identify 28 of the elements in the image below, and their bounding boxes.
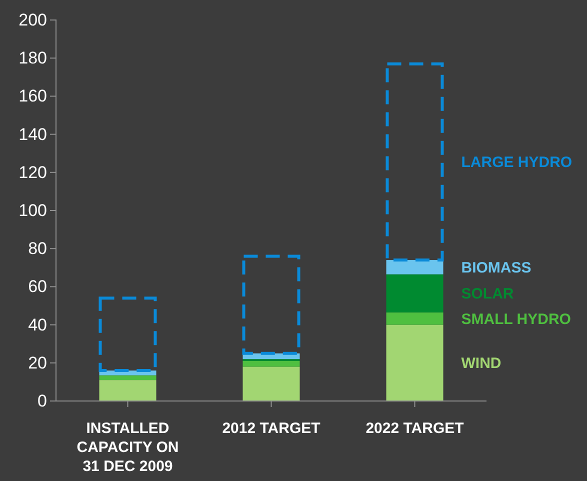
bar [386, 274, 444, 312]
series-label: BIOMASS [461, 259, 532, 276]
bar [242, 360, 300, 367]
series-label: SMALL HYDRO [461, 310, 572, 328]
series-label: WIND [461, 355, 502, 372]
y-tick-label: 0 [38, 391, 47, 410]
x-tick-label: 2012 TARGET [222, 420, 320, 437]
bar [99, 375, 156, 380]
y-tick-label: 20 [28, 353, 47, 372]
bar [386, 324, 444, 401]
bar [386, 260, 444, 274]
bar [242, 254, 300, 355]
x-tick-label: INSTALLED CAPACITY ON 31 DEC 2009 [76, 420, 179, 475]
y-tick-label: 60 [28, 277, 47, 296]
y-tick-label: 80 [28, 239, 47, 258]
y-tick-label: 200 [18, 10, 47, 30]
y-tick-label: 120 [18, 162, 47, 182]
y-tick-label: 180 [18, 48, 47, 68]
y-tick-label: 100 [18, 200, 47, 220]
bar [242, 366, 300, 401]
y-tick-label: 40 [28, 315, 47, 334]
y-tick-label: 140 [18, 124, 47, 144]
series-label: SOLAR [461, 286, 514, 303]
bar [99, 380, 156, 401]
series-label: LARGE HYDRO [461, 154, 572, 172]
bar [386, 312, 444, 325]
x-tick-label: 2022 TARGET [366, 420, 464, 437]
y-tick-label: 160 [18, 86, 47, 106]
